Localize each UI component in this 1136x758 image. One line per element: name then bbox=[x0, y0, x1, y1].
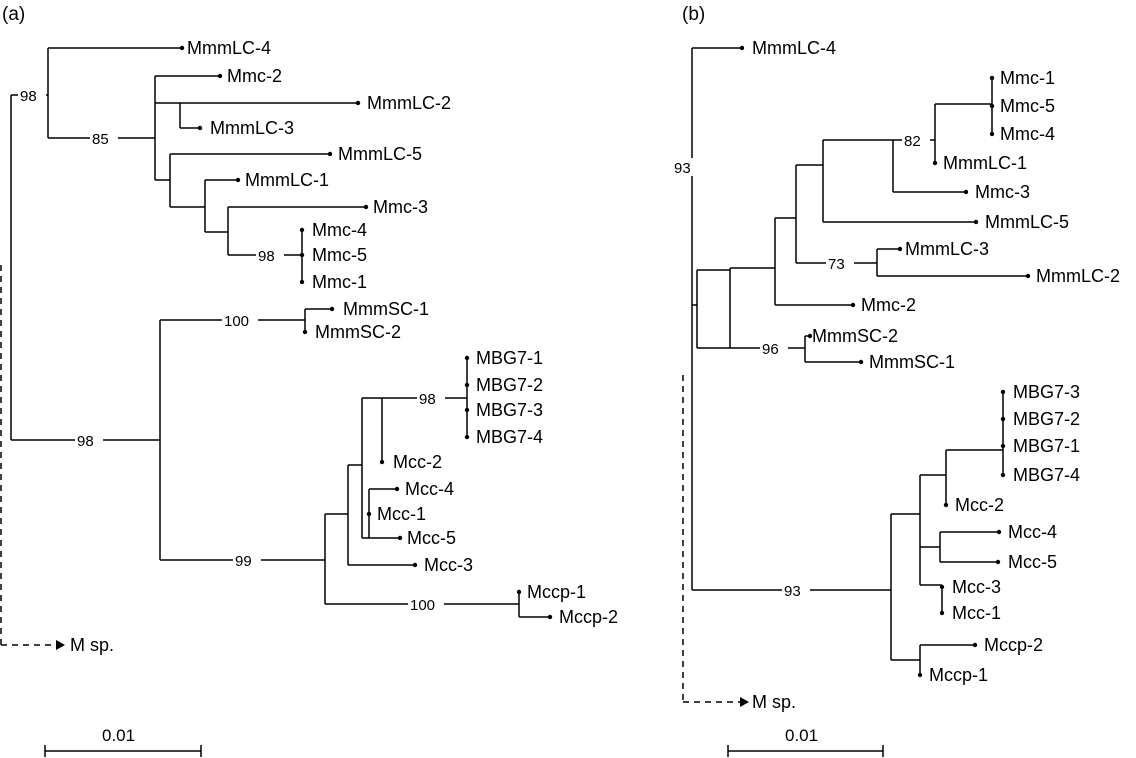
leaf-label: Mccp-1 bbox=[527, 582, 586, 602]
leaf-label: MmmSC-2 bbox=[315, 322, 401, 342]
leaf-label: MmmLC-4 bbox=[187, 38, 271, 58]
panel-b-label: (b) bbox=[682, 4, 705, 25]
leaf-label: Mcc-1 bbox=[952, 603, 1001, 623]
bootstrap-value: 93 bbox=[784, 583, 801, 600]
leaf-label: Mcc-1 bbox=[377, 504, 426, 524]
leaf-label: MmmLC-1 bbox=[245, 170, 329, 190]
leaf-label: MmmLC-3 bbox=[905, 239, 989, 259]
panel-b: (b) bbox=[672, 4, 1120, 757]
bootstrap-value: 98 bbox=[77, 433, 94, 450]
leaf-label: MBG7-3 bbox=[1013, 382, 1080, 402]
leaf-label: MmmLC-5 bbox=[985, 212, 1069, 232]
bootstrap-value: 73 bbox=[828, 256, 845, 273]
leaf-label: MmmLC-3 bbox=[210, 118, 294, 138]
panel-b-scale-bar: 0.01 bbox=[727, 726, 884, 757]
bootstrap-value: 100 bbox=[224, 313, 249, 330]
leaf-label: Mccp-2 bbox=[559, 607, 618, 627]
bootstrap-value: 85 bbox=[92, 131, 109, 148]
leaf-label-outgroup: M sp. bbox=[70, 635, 114, 655]
leaf-label: MBG7-1 bbox=[476, 348, 543, 368]
leaf-label: Mmc-2 bbox=[861, 295, 916, 315]
leaf-label: Mmc-3 bbox=[373, 197, 428, 217]
leaf-label: Mmc-1 bbox=[1000, 68, 1055, 88]
leaf-label: MBG7-2 bbox=[1013, 409, 1080, 429]
leaf-label: MBG7-2 bbox=[476, 375, 543, 395]
panel-a-leaf-labels: MmmLC-4 Mmc-2 MmmLC-2 MmmLC-3 MmmLC-5 Mm… bbox=[70, 38, 618, 655]
leaf-label: MBG7-4 bbox=[476, 427, 543, 447]
leaf-label: MmmLC-4 bbox=[752, 38, 836, 58]
panel-a-bootstrap-labels: 98 85 98 100 98 98 99 100 bbox=[18, 86, 445, 614]
leaf-label: Mcc-2 bbox=[955, 495, 1004, 515]
leaf-label: Mmc-3 bbox=[975, 182, 1030, 202]
bootstrap-value: 98 bbox=[258, 248, 275, 265]
bootstrap-value: 99 bbox=[235, 553, 252, 570]
bootstrap-value: 100 bbox=[410, 597, 435, 614]
leaf-label: Mcc-3 bbox=[952, 577, 1001, 597]
leaf-label: Mmc-2 bbox=[227, 66, 282, 86]
leaf-label: Mcc-4 bbox=[1008, 522, 1057, 542]
leaf-label: Mcc-5 bbox=[1008, 552, 1057, 572]
scale-bar-label: 0.01 bbox=[102, 726, 135, 745]
leaf-label: Mccp-1 bbox=[929, 665, 988, 685]
leaf-label: Mmc-1 bbox=[312, 272, 367, 292]
panel-a-label: (a) bbox=[2, 4, 25, 25]
leaf-label: Mmc-4 bbox=[1000, 124, 1055, 144]
leaf-label: MmmLC-1 bbox=[943, 153, 1027, 173]
leaf-label: Mmc-5 bbox=[1000, 96, 1055, 116]
panel-b-leaf-labels: MmmLC-4 Mmc-1 Mmc-5 Mmc-4 MmmLC-1 Mmc-3 … bbox=[752, 38, 1120, 712]
leaf-label: MmmLC-5 bbox=[338, 144, 422, 164]
leaf-label: Mcc-4 bbox=[405, 479, 454, 499]
leaf-label: MBG7-4 bbox=[1013, 465, 1080, 485]
panel-a: (a) bbox=[0, 4, 618, 757]
leaf-label: MmmSC-2 bbox=[812, 326, 898, 346]
leaf-label: MBG7-1 bbox=[1013, 436, 1080, 456]
leaf-label: Mcc-5 bbox=[407, 528, 456, 548]
leaf-label-outgroup: M sp. bbox=[752, 692, 796, 712]
leaf-label: Mmc-4 bbox=[312, 220, 367, 240]
panel-b-branches bbox=[682, 47, 1028, 707]
panel-a-tips bbox=[179, 45, 553, 620]
leaf-label: Mcc-3 bbox=[424, 555, 473, 575]
panel-b-bootstrap-labels: 93 82 73 96 93 bbox=[672, 131, 930, 600]
panel-a-branches bbox=[0, 47, 550, 650]
bootstrap-value: 98 bbox=[419, 391, 436, 408]
bootstrap-value: 93 bbox=[674, 160, 691, 177]
panel-a-scale-bar: 0.01 bbox=[44, 726, 202, 757]
leaf-label: MmmLC-2 bbox=[367, 93, 451, 113]
leaf-label: Mmc-5 bbox=[312, 245, 367, 265]
leaf-label: MmmSC-1 bbox=[869, 352, 955, 372]
bootstrap-value: 82 bbox=[904, 133, 921, 150]
leaf-label: MmmLC-2 bbox=[1036, 266, 1120, 286]
bootstrap-value: 96 bbox=[762, 341, 779, 358]
bootstrap-value: 98 bbox=[20, 88, 37, 105]
leaf-label: MBG7-3 bbox=[476, 400, 543, 420]
scale-bar-label: 0.01 bbox=[785, 726, 818, 745]
leaf-label: Mccp-2 bbox=[984, 635, 1043, 655]
leaf-label: Mcc-2 bbox=[393, 452, 442, 472]
leaf-label: MmmSC-1 bbox=[343, 299, 429, 319]
panel-b-tips bbox=[739, 45, 1031, 678]
